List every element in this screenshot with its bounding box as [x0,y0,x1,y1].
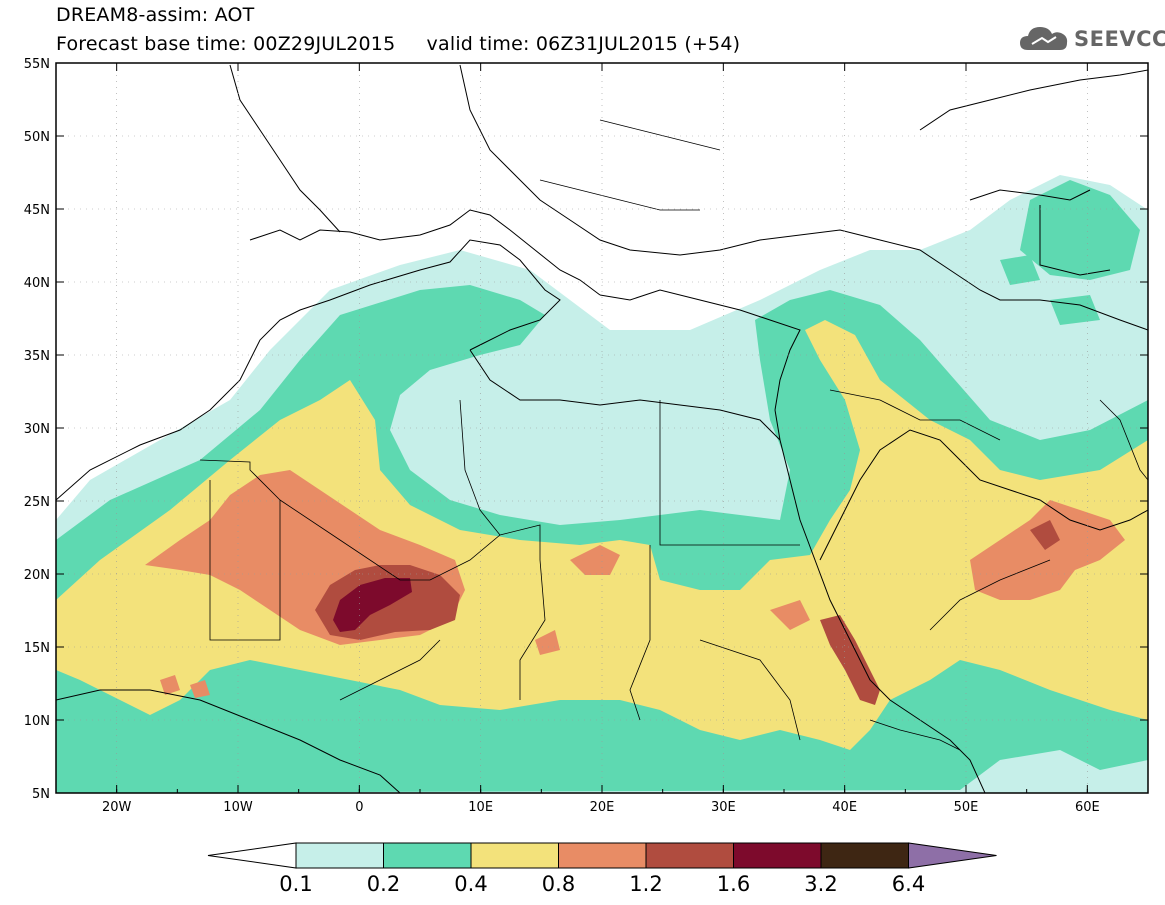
lon-tick-label: 10E [468,800,493,815]
lon-tick-label: 20E [590,800,615,815]
colorbar [207,842,997,869]
colorbar-level-label: 0.8 [541,872,576,896]
lon-tick-label: 0 [355,800,363,815]
lon-tick-label: 30E [711,800,736,815]
colorbar-segment [470,842,559,869]
aot-contour-0.4 [56,320,1148,750]
colorbar-under-triangle [207,842,297,869]
lat-tick-label: 5N [32,787,50,802]
lat-tick-label: 55N [24,57,50,72]
colorbar-level-label: 1.2 [629,872,663,896]
colorbar-level-label: 3.2 [804,872,838,896]
colorbar-segment [645,842,734,869]
lat-tick-label: 40N [24,276,50,291]
lon-tick-label: 50E [954,800,979,815]
colorbar-segment [733,842,822,869]
cloud-icon [1020,27,1068,50]
forecast-times: Forecast base time: 00Z29JUL2015 valid t… [56,33,741,55]
coastlines [56,64,1148,793]
gridlines [56,63,1148,793]
colorbar-segment [820,842,909,869]
lon-tick-label: 40E [832,800,857,815]
lat-tick-label: 15N [24,641,50,656]
lat-tick-label: 10N [24,714,50,729]
aot-field [56,63,1148,793]
colorbar-segment [558,842,647,869]
lon-tick-label: 60E [1075,800,1100,815]
lat-tick-label: 35N [24,349,50,364]
map-title: DREAM8-assim: AOT [56,4,255,26]
colorbar-level-label: 0.2 [366,872,401,896]
aot-contour-1.6 [333,578,412,632]
lon-ticks: 20W 10W 0 10E 20E 30E 40E 50E 60E [55,63,1149,815]
lon-tick-label: 20W [102,800,132,815]
lat-tick-label: 50N [24,130,50,145]
colorbar-level-label: 6.4 [891,872,926,896]
lat-tick-label: 25N [24,495,50,510]
colorbar-level-label: 0.1 [279,872,313,896]
lat-ticks: 55N 50N 45N 40N 35N 30N 25N 20N 15N 10N 5N [24,57,1148,802]
colorbar-level-label: 0.4 [454,872,488,896]
colorbar-segment [295,842,384,869]
lat-tick-label: 45N [24,203,50,218]
colorbar-segment [383,842,472,869]
lon-tick-label: 10W [223,800,253,815]
country-borders [199,119,1148,751]
colorbar-over-triangle [908,842,997,869]
seevccc-logo: SEEVCCC [1018,22,1165,56]
colorbar-level-label: 1.6 [716,872,751,896]
lat-tick-label: 30N [24,422,50,437]
logo-text: SEEVCCC [1074,27,1165,51]
lat-tick-label: 20N [24,568,50,583]
